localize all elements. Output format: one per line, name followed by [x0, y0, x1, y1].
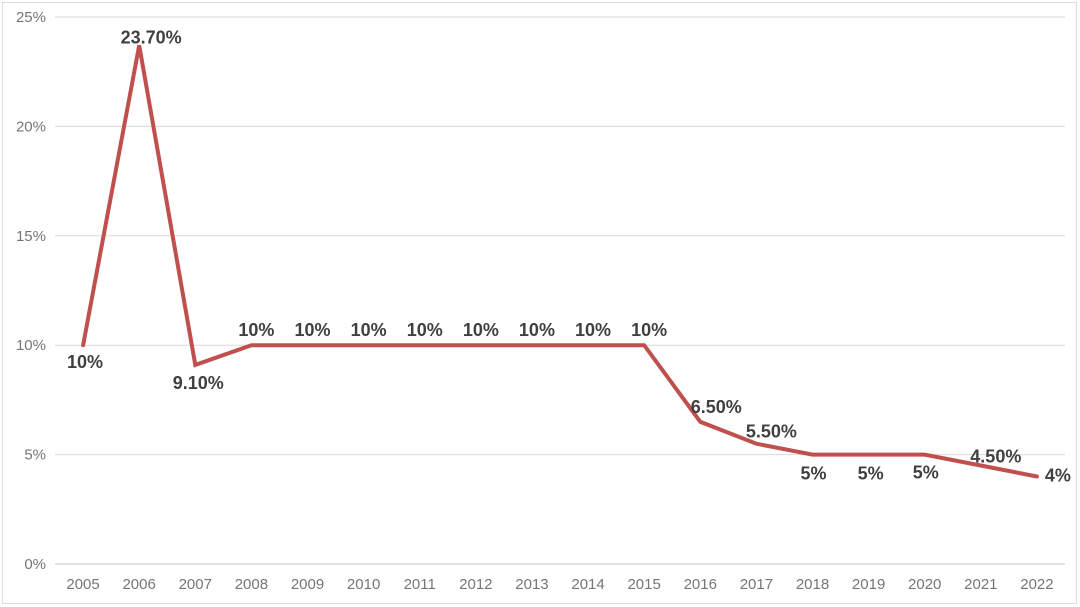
data-label: 4%	[1045, 465, 1071, 485]
x-axis-tick-label: 2005	[66, 576, 99, 593]
data-label: 5%	[800, 464, 826, 484]
x-axis-tick-label: 2020	[908, 576, 941, 593]
x-axis-tick-label: 2013	[515, 576, 548, 593]
y-axis-tick-label: 10%	[16, 337, 46, 354]
data-label: 5%	[858, 464, 884, 484]
y-axis-tick-label: 0%	[24, 556, 46, 573]
data-label: 6.50%	[691, 397, 742, 417]
data-label: 10%	[631, 320, 667, 340]
data-label: 4.50%	[970, 447, 1021, 467]
x-axis-tick-label: 2007	[179, 576, 212, 593]
y-axis-tick-label: 25%	[16, 9, 46, 26]
x-axis-tick-label: 2009	[291, 576, 324, 593]
data-label: 10%	[575, 320, 611, 340]
x-axis-tick-label: 2011	[404, 576, 436, 593]
x-axis-tick-label: 2006	[122, 576, 155, 593]
data-label: 5%	[913, 463, 939, 483]
y-axis-tick-label: 15%	[16, 228, 46, 245]
data-label: 10%	[67, 352, 103, 372]
data-label: 10%	[238, 320, 274, 340]
data-label: 10%	[294, 320, 330, 340]
data-label: 10%	[351, 320, 387, 340]
data-label: 10%	[407, 320, 443, 340]
data-series-line	[81, 45, 1039, 479]
x-axis-tick-label: 2015	[627, 576, 660, 593]
data-label: 10%	[519, 320, 555, 340]
data-label: 5.50%	[746, 422, 797, 442]
data-label: 9.10%	[173, 373, 224, 393]
x-axis-tick-label: 2021	[964, 576, 997, 593]
x-axis-tick-label: 2010	[347, 576, 380, 593]
data-label: 10%	[463, 320, 499, 340]
x-axis-tick-label: 2017	[740, 576, 773, 593]
x-axis-tick-label: 2018	[796, 576, 829, 593]
x-axis-tick-label: 2016	[684, 576, 717, 593]
data-label: 23.70%	[121, 27, 182, 47]
x-axis-tick-label: 2014	[571, 576, 604, 593]
x-axis-tick-label: 2022	[1020, 576, 1053, 593]
x-axis-tick-label: 2012	[459, 576, 492, 593]
y-axis-tick-label: 5%	[24, 447, 46, 464]
x-axis-tick-label: 2019	[852, 576, 885, 593]
x-axis-tick-label: 2008	[235, 576, 268, 593]
y-axis-tick-label: 20%	[16, 118, 46, 135]
